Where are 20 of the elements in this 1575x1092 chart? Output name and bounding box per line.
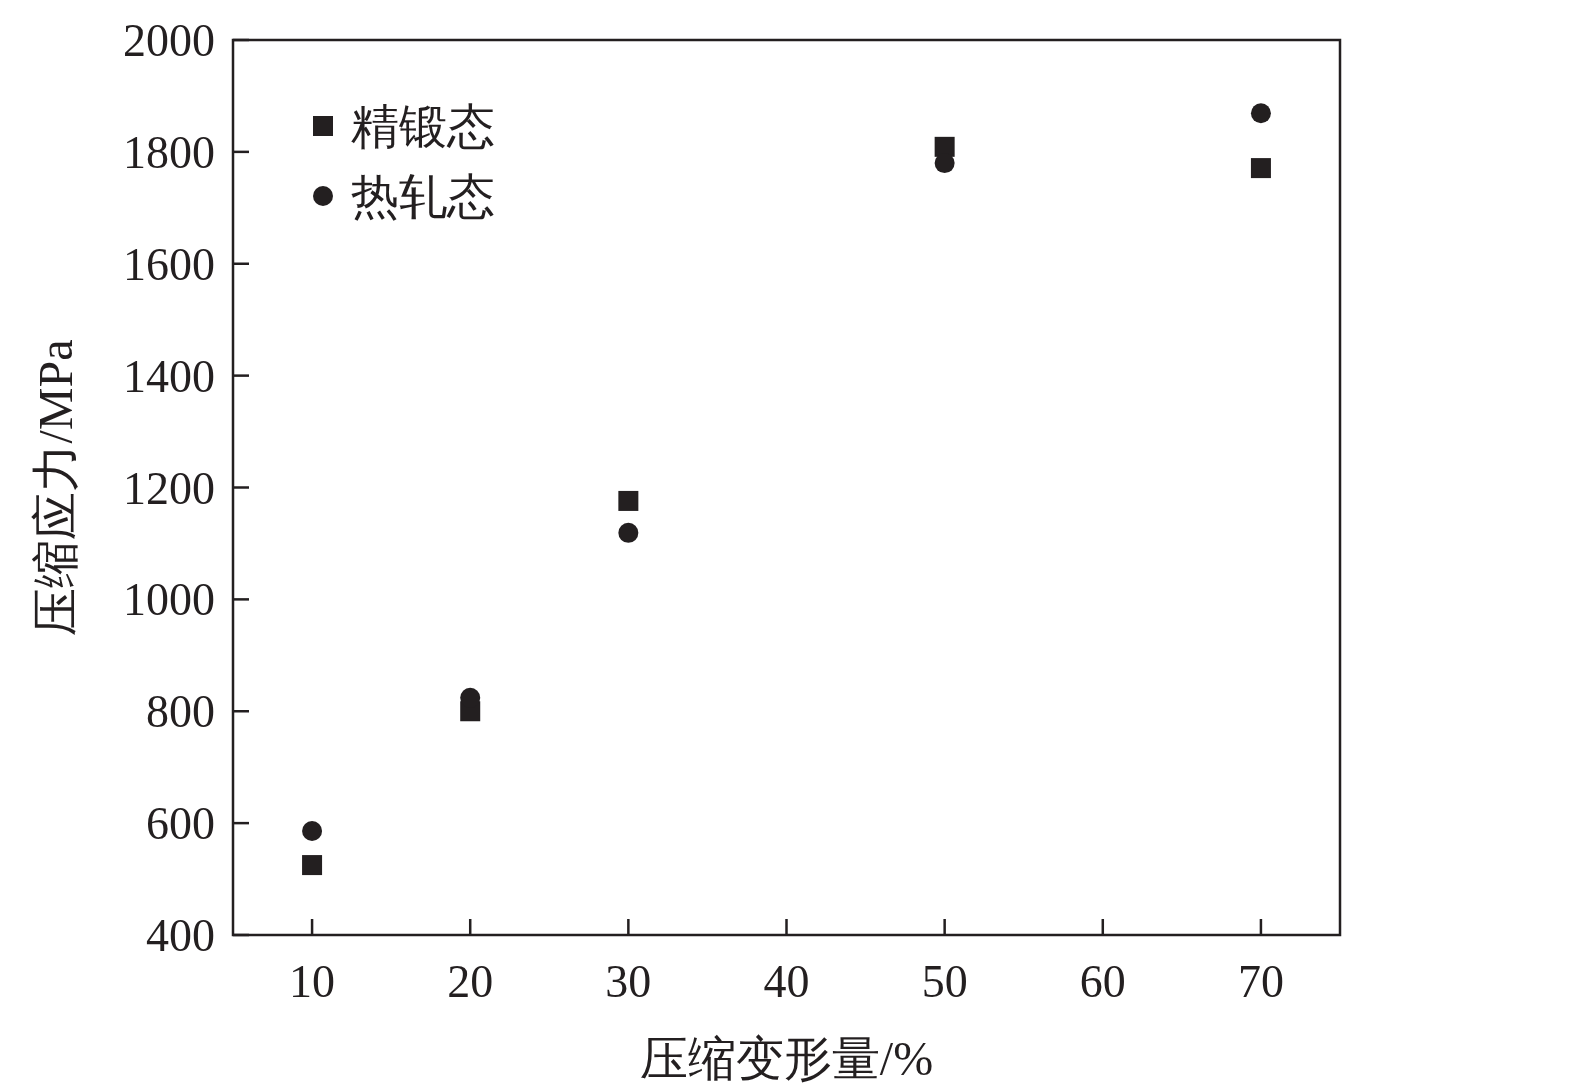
x-tick-label: 60: [1079, 956, 1126, 1007]
x-tick-label: 20: [447, 956, 494, 1007]
y-tick-label: 1400: [123, 350, 215, 402]
y-tick-label: 2000: [123, 15, 215, 66]
x-tick-label: 40: [763, 956, 810, 1007]
y-tick-label: 600: [146, 798, 215, 850]
y-tick-label: 1600: [123, 238, 215, 290]
x-tick-label: 30: [605, 956, 652, 1007]
y-tick-label: 1000: [123, 574, 215, 626]
x-axis-title: 压缩变形量/%: [639, 1032, 934, 1085]
y-tick-label: 1800: [123, 126, 215, 178]
y-tick-label: 800: [146, 686, 215, 738]
legend-label: 热轧态: [351, 170, 495, 223]
x-tick-label: 70: [1237, 956, 1284, 1007]
legend-label: 精锻态: [351, 100, 495, 153]
x-tick-label: 50: [921, 956, 968, 1007]
y-axis-title: 压缩应力/MPa: [29, 339, 82, 636]
x-tick-label: 10: [289, 956, 336, 1007]
y-tick-label: 1200: [123, 462, 215, 514]
y-tick-label: 400: [146, 910, 215, 961]
